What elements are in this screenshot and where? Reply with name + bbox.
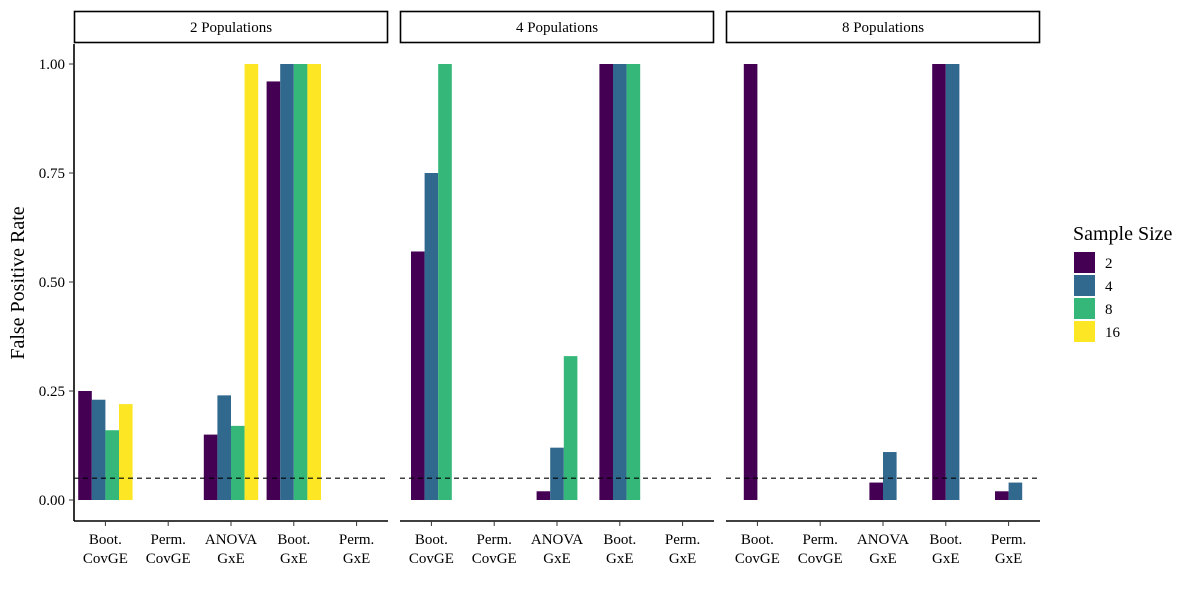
- bar: [266, 81, 281, 500]
- x-tick-label: GxE: [932, 551, 960, 567]
- bar: [280, 64, 294, 500]
- x-tick-label: CovGE: [83, 551, 128, 567]
- bar: [945, 64, 960, 500]
- legend: Sample Size 2 4 8 16: [1073, 223, 1173, 342]
- x-tick-label: Boot.: [89, 532, 122, 548]
- bar: [217, 395, 231, 500]
- x-tick-label: Perm.: [665, 532, 700, 548]
- y-tick-label: 0.25: [39, 384, 65, 400]
- bar: [1008, 482, 1023, 500]
- y-axis-title: False Positive Rate: [7, 206, 29, 359]
- legend-key: [1074, 298, 1095, 319]
- bar: [105, 430, 119, 500]
- x-tick-label: GxE: [669, 551, 697, 567]
- x-tick-label: ANOVA: [857, 532, 909, 548]
- x-tick-label: ANOVA: [205, 532, 257, 548]
- bar: [411, 251, 425, 500]
- x-tick-label: GxE: [217, 551, 245, 567]
- x-tick-label: Perm.: [339, 532, 374, 548]
- x-tick-label: Boot.: [603, 532, 636, 548]
- x-tick-label: GxE: [606, 551, 634, 567]
- x-tick-label: Perm.: [476, 532, 511, 548]
- legend-key: [1074, 252, 1095, 273]
- x-tick-label: GxE: [343, 551, 371, 567]
- facet-strip: [399, 10, 715, 44]
- x-tick-label: Boot.: [415, 532, 448, 548]
- bar: [995, 491, 1009, 500]
- bar: [203, 434, 218, 500]
- legend-label: 2: [1105, 256, 1113, 272]
- x-tick-label: CovGE: [472, 551, 517, 567]
- facet-strip: [725, 10, 1041, 44]
- bar: [550, 447, 564, 500]
- bar: [307, 64, 321, 500]
- x-tick-label: CovGE: [409, 551, 454, 567]
- bar: [626, 64, 641, 500]
- x-tick-label: Perm.: [802, 532, 837, 548]
- bar: [869, 482, 883, 500]
- legend-label: 4: [1105, 279, 1113, 295]
- y-tick-label: 1.00: [39, 57, 65, 73]
- legend-label: 8: [1105, 302, 1113, 318]
- bar: [231, 425, 245, 500]
- bar: [119, 404, 133, 500]
- facet-strip: [73, 10, 389, 44]
- y-tick-label: 0.00: [39, 493, 65, 509]
- bar: [932, 64, 946, 500]
- x-tick-label: ANOVA: [531, 532, 583, 548]
- x-tick-label: Perm.: [991, 532, 1026, 548]
- bar: [438, 64, 452, 500]
- facet-panel: 8 Populations Boot. CovGE Perm. CovGE ANOVA Gx…: [725, 10, 1041, 567]
- bar: [599, 64, 613, 500]
- x-tick-label: CovGE: [735, 551, 780, 567]
- bar: [424, 173, 439, 500]
- legend-label: 16: [1105, 325, 1121, 341]
- facet-panel: 2 Populations Boot. CovGE Perm. CovGE ANOVA Gx…: [39, 10, 389, 567]
- bar: [91, 399, 106, 500]
- facet-title: 2 Populations: [190, 20, 272, 36]
- y-tick-label: 0.75: [39, 166, 65, 182]
- bar: [293, 64, 308, 500]
- legend-key: [1074, 275, 1095, 296]
- x-tick-label: GxE: [995, 551, 1023, 567]
- facet-title: 4 Populations: [516, 20, 598, 36]
- x-tick-label: CovGE: [146, 551, 191, 567]
- bar: [536, 491, 551, 500]
- legend-key: [1074, 321, 1095, 342]
- bar: [743, 64, 758, 500]
- bar: [244, 64, 259, 500]
- x-tick-label: CovGE: [798, 551, 843, 567]
- bar: [78, 391, 92, 500]
- bar: [563, 356, 578, 500]
- x-tick-label: Boot.: [929, 532, 962, 548]
- x-tick-label: Perm.: [150, 532, 185, 548]
- facets: 2 Populations Boot. CovGE Perm. CovGE ANOVA Gx…: [39, 10, 1041, 567]
- x-tick-label: Boot.: [277, 532, 310, 548]
- x-tick-label: GxE: [280, 551, 308, 567]
- facet-panel: 4 Populations Boot. CovGE Perm. CovGE ANOVA Gx…: [399, 10, 715, 567]
- x-tick-label: GxE: [543, 551, 571, 567]
- bar: [883, 452, 897, 500]
- x-tick-label: Boot.: [741, 532, 774, 548]
- x-tick-label: GxE: [869, 551, 897, 567]
- facet-title: 8 Populations: [842, 20, 924, 36]
- legend-title: Sample Size: [1073, 223, 1173, 245]
- bar: [613, 64, 627, 500]
- y-tick-label: 0.50: [39, 275, 65, 291]
